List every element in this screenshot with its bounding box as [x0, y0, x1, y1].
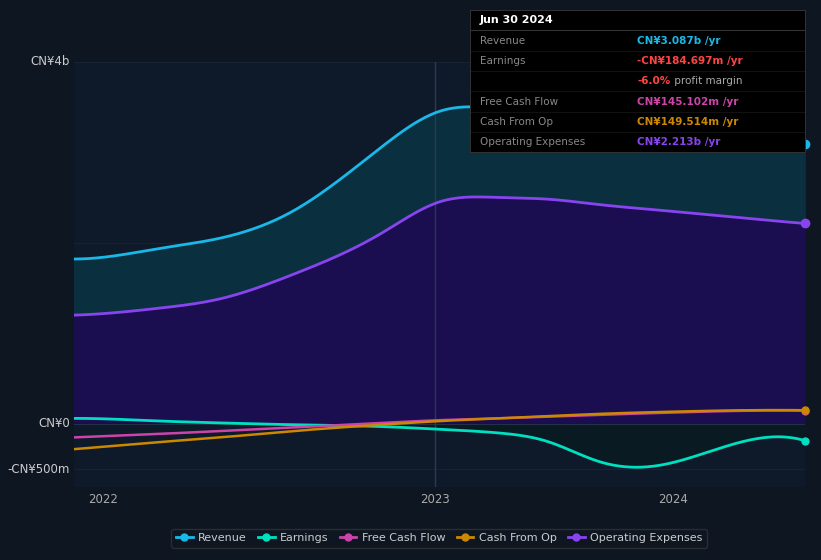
Text: profit margin: profit margin	[671, 76, 742, 86]
Text: CN¥0: CN¥0	[39, 417, 71, 430]
Text: CN¥3.087b /yr: CN¥3.087b /yr	[637, 36, 721, 45]
Text: Jun 30 2024: Jun 30 2024	[479, 15, 553, 25]
Text: -CN¥500m: -CN¥500m	[8, 463, 71, 475]
Text: CN¥149.514m /yr: CN¥149.514m /yr	[637, 117, 738, 127]
Text: Cash From Op: Cash From Op	[479, 117, 553, 127]
Text: CN¥145.102m /yr: CN¥145.102m /yr	[637, 96, 738, 106]
Text: CN¥2.213b /yr: CN¥2.213b /yr	[637, 137, 721, 147]
Text: CN¥4b: CN¥4b	[31, 55, 71, 68]
Text: Revenue: Revenue	[479, 36, 525, 45]
Text: Operating Expenses: Operating Expenses	[479, 137, 585, 147]
Text: -CN¥184.697m /yr: -CN¥184.697m /yr	[637, 56, 743, 66]
Text: Earnings: Earnings	[479, 56, 525, 66]
Text: Free Cash Flow: Free Cash Flow	[479, 96, 557, 106]
Legend: Revenue, Earnings, Free Cash Flow, Cash From Op, Operating Expenses: Revenue, Earnings, Free Cash Flow, Cash …	[172, 529, 707, 548]
Text: -6.0%: -6.0%	[637, 76, 670, 86]
